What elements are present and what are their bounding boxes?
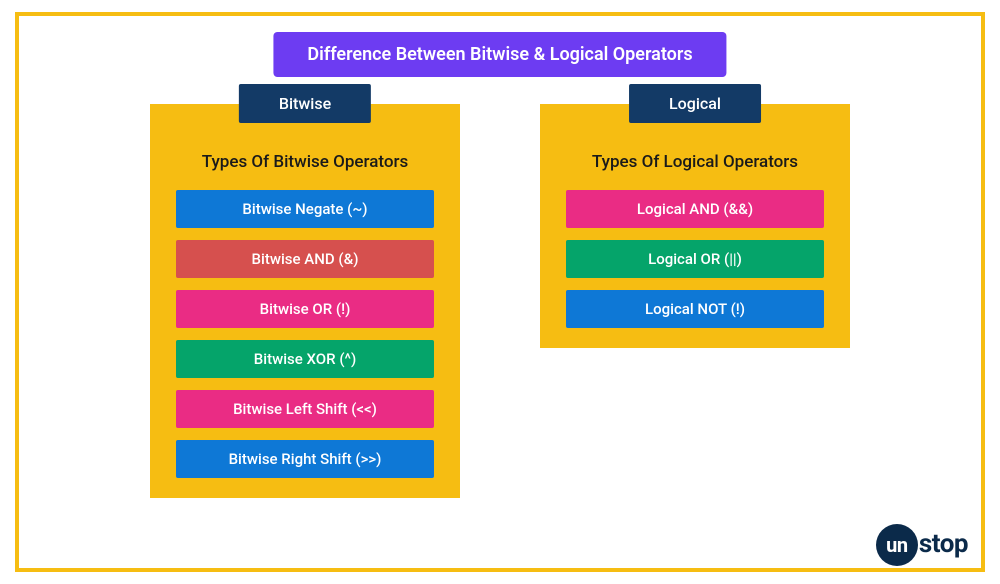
operator-item: Logical OR (||) <box>566 240 824 278</box>
panel-bitwise-heading: Types Of Bitwise Operators <box>176 152 434 172</box>
operator-item: Bitwise Negate (~) <box>176 190 434 228</box>
operator-item: Logical AND (&&) <box>566 190 824 228</box>
frame: Difference Between Bitwise & Logical Ope… <box>15 12 985 572</box>
brand-logo: un stop <box>876 524 968 566</box>
panel-logical: Logical Types Of Logical Operators Logic… <box>540 104 850 348</box>
panel-bitwise-tab-label: Bitwise <box>279 94 331 113</box>
operator-item: Bitwise Left Shift (<<) <box>176 390 434 428</box>
panel-logical-tab: Logical <box>629 84 761 123</box>
panel-logical-items: Logical AND (&&) Logical OR (||) Logical N… <box>566 190 824 328</box>
panels-row: Bitwise Types Of Bitwise Operators Bitwi… <box>19 104 981 498</box>
panel-bitwise-items: Bitwise Negate (~) Bitwise AND (&) Bitwise… <box>176 190 434 478</box>
operator-item: Bitwise AND (&) <box>176 240 434 278</box>
brand-logo-rest: stop <box>919 529 968 559</box>
canvas: Difference Between Bitwise & Logical Ope… <box>0 0 1000 584</box>
operator-item: Logical NOT (!) <box>566 290 824 328</box>
title-text: Difference Between Bitwise & Logical Ope… <box>307 44 692 65</box>
operator-item: Bitwise Right Shift (>>) <box>176 440 434 478</box>
panel-logical-tab-label: Logical <box>669 94 721 113</box>
operator-item: Bitwise OR (!) <box>176 290 434 328</box>
operator-item: Bitwise XOR (^) <box>176 340 434 378</box>
panel-bitwise-tab: Bitwise <box>239 84 371 123</box>
brand-logo-bubble: un <box>876 524 918 566</box>
panel-logical-heading: Types Of Logical Operators <box>566 152 824 172</box>
title-banner: Difference Between Bitwise & Logical Ope… <box>273 32 726 77</box>
panel-bitwise: Bitwise Types Of Bitwise Operators Bitwi… <box>150 104 460 498</box>
